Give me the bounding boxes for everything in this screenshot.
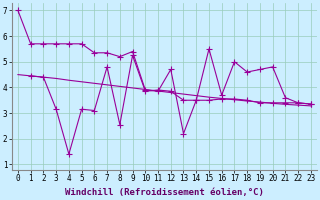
X-axis label: Windchill (Refroidissement éolien,°C): Windchill (Refroidissement éolien,°C): [65, 188, 264, 197]
